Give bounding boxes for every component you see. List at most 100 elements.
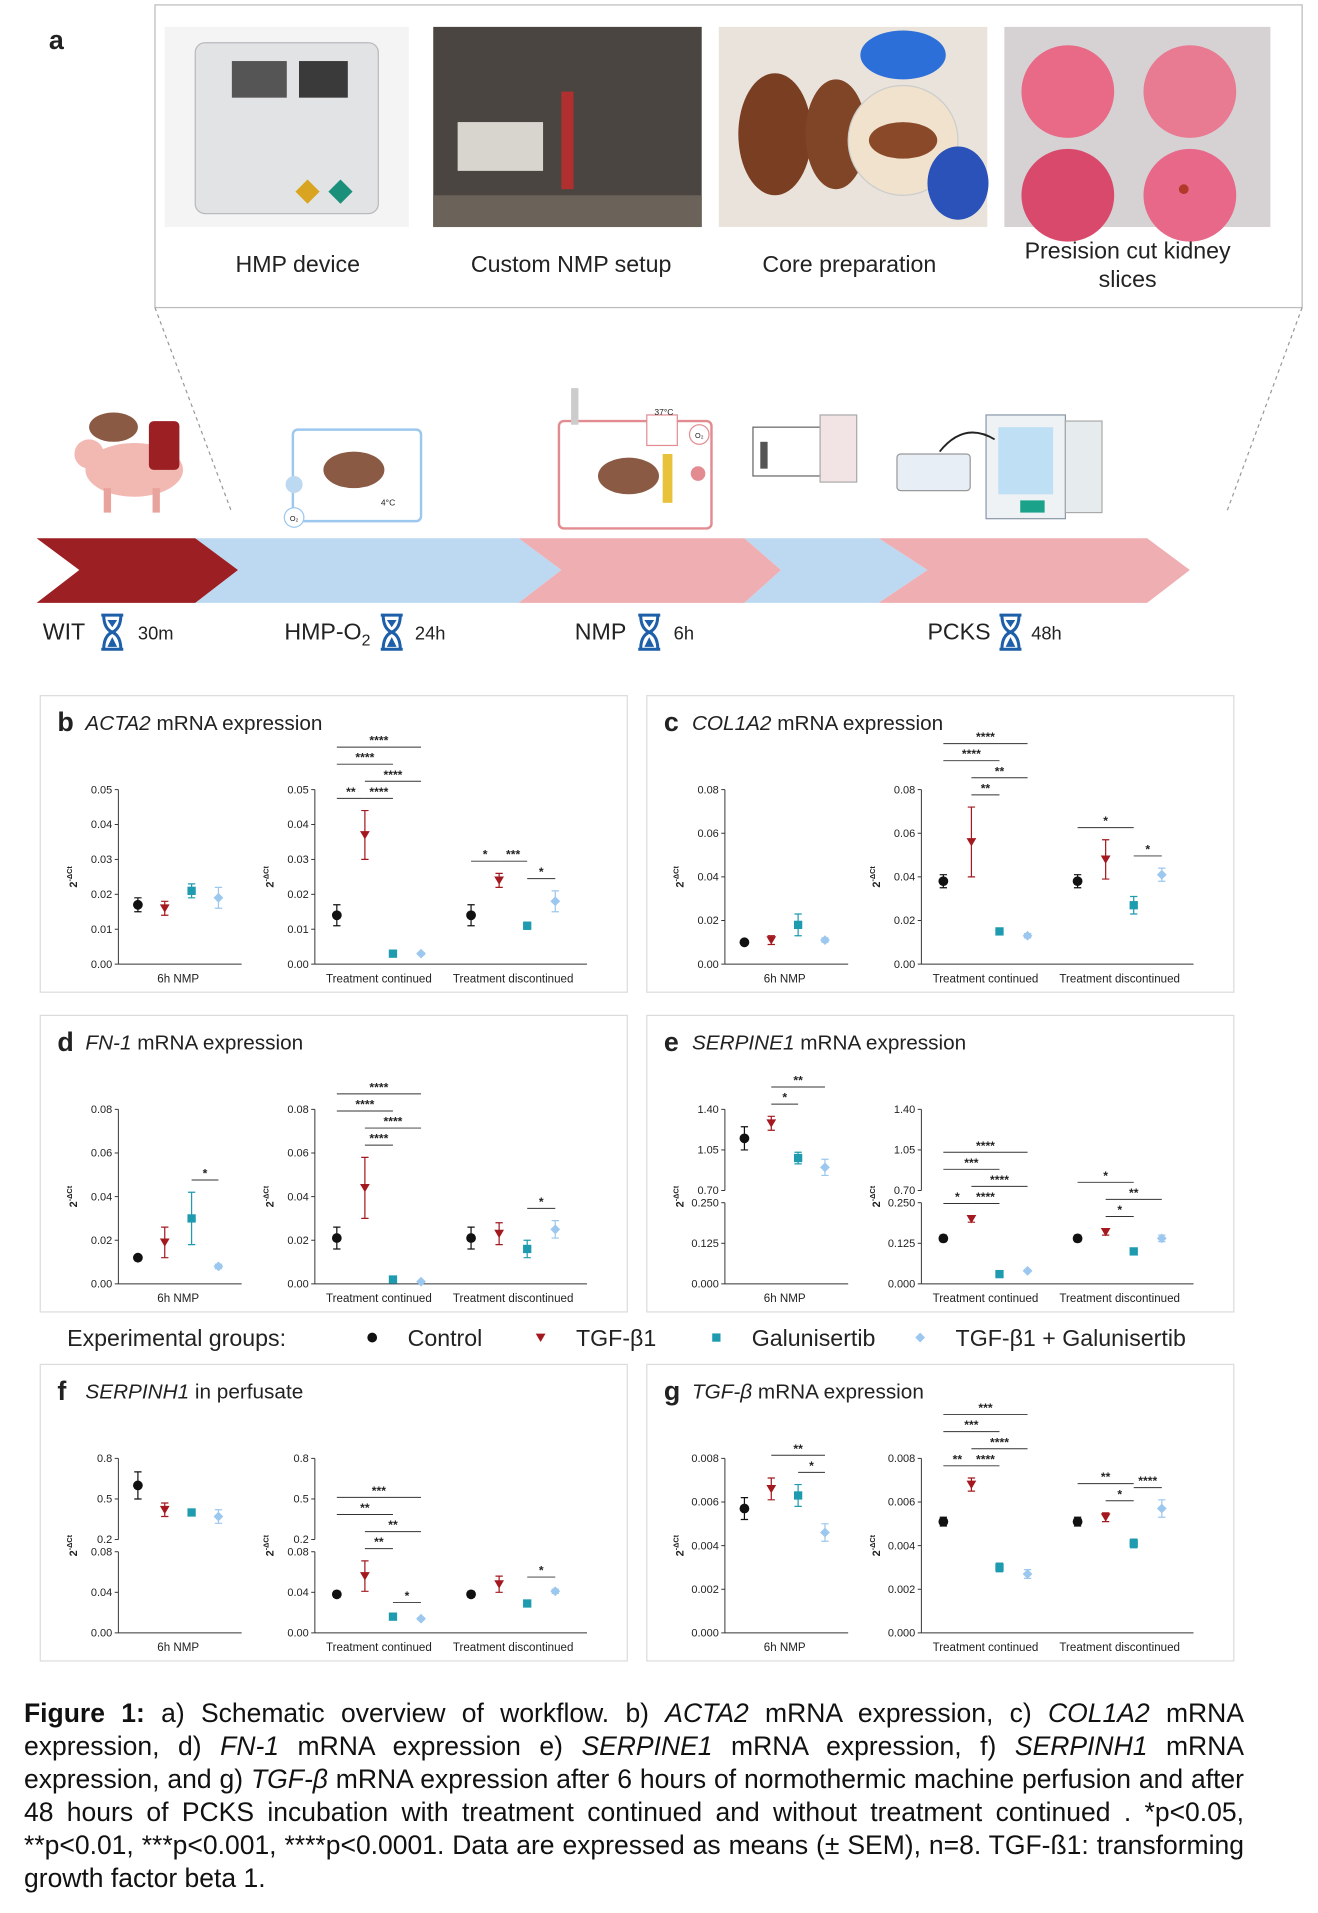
- y-axis-label-base: 2: [68, 882, 80, 888]
- caption-text: mRNA expression after 6 hours of normoth…: [24, 1764, 1244, 1893]
- significance-label: ****: [976, 1139, 995, 1153]
- y-tick-label: 0.00: [287, 959, 308, 971]
- x-category-label: Treatment discontinued: [453, 1642, 574, 1654]
- data-point: [159, 1238, 170, 1247]
- legend-marker: [367, 1332, 378, 1343]
- y-tick-label: 0.06: [91, 1148, 112, 1160]
- x-category-label: Treatment continued: [326, 1642, 432, 1654]
- chart-panel: e SERPINE1 mRNA expression 0.000 0.125 0.250…: [646, 1014, 1235, 1313]
- data-point: [331, 1589, 342, 1600]
- y-axis-label: 2-ΔCt: [261, 866, 276, 888]
- x-category-label: 6h NMP: [157, 973, 199, 985]
- panel-label: f: [57, 1376, 66, 1406]
- significance-label: ****: [990, 1173, 1009, 1187]
- x-category-label: Treatment continued: [933, 973, 1039, 985]
- y-tick-label: 0.004: [691, 1540, 718, 1552]
- significance-label: *: [539, 865, 544, 879]
- x-category-label: 6h NMP: [157, 1642, 199, 1654]
- significance-label: *: [809, 1459, 814, 1473]
- significance-label: ***: [964, 1156, 978, 1170]
- y-tick-label: 0.006: [691, 1497, 718, 1509]
- chart-title-part: in perfusate: [189, 1381, 303, 1404]
- x-category-label: Treatment continued: [326, 1293, 432, 1305]
- data-point: [1022, 1569, 1033, 1579]
- data-point: [1100, 1228, 1111, 1237]
- y-tick-label: 0.02: [91, 1235, 112, 1247]
- timeline-label: NMP: [575, 619, 626, 645]
- chart-title-part: mRNA expression: [771, 712, 943, 735]
- data-point: [187, 1508, 196, 1517]
- panel-frame: [646, 1014, 1235, 1313]
- illustration-label: O₂: [290, 514, 299, 523]
- panel-frame: [39, 1363, 628, 1662]
- panel-label: g: [664, 1376, 680, 1406]
- y-axis-label-base: 2: [871, 882, 883, 888]
- data-point: [739, 1133, 750, 1144]
- chart-title-part: SERPINE1: [692, 1032, 795, 1055]
- caption-text: mRNA expression, and g): [24, 1731, 1245, 1794]
- y-axis-label-base: 2: [674, 1550, 686, 1556]
- timeline-duration: 48h: [1031, 623, 1062, 644]
- y-tick-label: 0.000: [691, 1279, 718, 1291]
- y-axis-label-exponent: -ΔCt: [65, 866, 74, 882]
- data-point: [820, 1527, 830, 1538]
- data-point: [133, 1480, 143, 1491]
- significance-label: **: [360, 1501, 370, 1515]
- data-point: [466, 1233, 476, 1243]
- data-point: [1072, 1516, 1083, 1527]
- data-point: [820, 935, 830, 946]
- significance-label: **: [388, 1518, 398, 1532]
- chart-title-part: mRNA expression: [752, 1381, 924, 1404]
- data-point: [159, 904, 170, 913]
- hourglass-icon: [999, 613, 1022, 651]
- x-category-label: 6h NMP: [764, 973, 806, 985]
- significance-label: ****: [976, 1452, 995, 1466]
- data-point: [739, 937, 750, 948]
- significance-label: ****: [990, 1435, 1009, 1449]
- significance-label: ***: [978, 1401, 992, 1415]
- caption-text: Figure 1:: [24, 1698, 145, 1728]
- data-point: [793, 1491, 803, 1500]
- significance-label: **: [1129, 1186, 1139, 1200]
- chart-panel: g TGF-β mRNA expression 0.000 0.002 0.004 0.0…: [646, 1363, 1235, 1662]
- caption-text: a) Schematic overview of workflow. b): [144, 1698, 666, 1728]
- chart-title-part: mRNA expression: [151, 712, 323, 735]
- y-axis-label-exponent: -ΔCt: [261, 866, 270, 882]
- significance-label: **: [953, 1452, 963, 1466]
- y-tick-label: 0.01: [287, 924, 308, 936]
- panel-frame: [39, 695, 628, 993]
- y-axis-label-base: 2: [264, 1201, 276, 1207]
- y-tick-label: 0.01: [91, 924, 112, 936]
- y-tick-label: 0.02: [894, 915, 915, 927]
- chart-title-part: SERPINH1: [85, 1381, 189, 1404]
- data-point: [416, 1276, 426, 1287]
- y-axis-label-base: 2: [871, 1550, 883, 1556]
- zoom-line: [1225, 307, 1303, 513]
- photo-hmp: [164, 26, 409, 228]
- y-axis-label: 2-ΔCt: [868, 1185, 883, 1207]
- data-point: [133, 899, 143, 910]
- y-axis-label-base: 2: [264, 1550, 276, 1556]
- legend-label: Galunisertib: [752, 1325, 876, 1351]
- timeline-pcks: [878, 538, 1190, 603]
- data-point: [213, 1261, 224, 1272]
- y-axis-label-base: 2: [674, 882, 686, 888]
- data-point: [388, 949, 398, 958]
- data-point: [388, 1612, 398, 1621]
- significance-label: *: [539, 1564, 544, 1578]
- y-tick-label: 0.00: [91, 959, 112, 971]
- y-tick-label: 0.03: [91, 854, 112, 866]
- y-axis-label: 2-ΔCt: [65, 1534, 80, 1556]
- y-tick-label: 1.05: [894, 1145, 915, 1157]
- data-point: [966, 1215, 977, 1224]
- data-point: [550, 896, 561, 907]
- chart-title-part: COL1A2: [692, 712, 772, 735]
- y-tick-label: 0.06: [287, 1148, 308, 1160]
- photo-core: [718, 26, 989, 228]
- y-tick-label: 0.5: [97, 1494, 112, 1506]
- photo-caption: Core preparation: [762, 251, 936, 277]
- y-axis-label-exponent: -ΔCt: [65, 1185, 74, 1201]
- significance-label: *: [1117, 1203, 1122, 1217]
- timeline-label: WIT: [43, 619, 85, 645]
